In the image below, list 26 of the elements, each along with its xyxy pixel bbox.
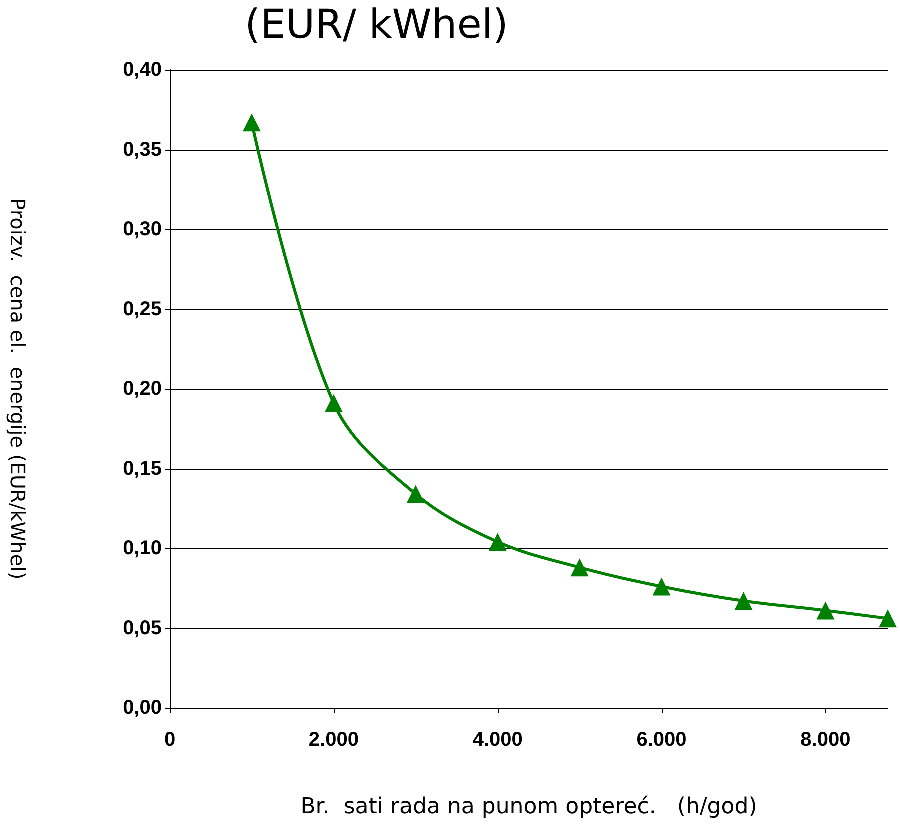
point: [734, 592, 753, 610]
y-axis-title: Proizv. cena el. energije (EUR/kWhel): [6, 198, 30, 580]
y-tick-label: 0,35: [123, 138, 162, 161]
point: [242, 114, 261, 132]
point: [570, 558, 589, 577]
x-axis-title: Br. sati rada na punom optereć. (h/god): [300, 794, 758, 820]
point: [488, 533, 507, 552]
point: [816, 602, 835, 620]
y-tick-label: 0,40: [123, 59, 162, 81]
x-tick-label: 8.000: [800, 729, 851, 751]
y-tick-label: 0,25: [123, 298, 162, 320]
point: [324, 394, 343, 412]
y-tick-label: 0,00: [123, 697, 162, 719]
x-tick-label: 0: [164, 729, 176, 751]
point: [879, 610, 897, 628]
y-tick-label: 0,10: [123, 538, 162, 560]
chart-title: (EUR/ kWhel): [245, 2, 509, 48]
y-tick-label: 0,05: [123, 617, 162, 640]
y-tick-label: 0,20: [123, 378, 162, 400]
y-tick-label: 0,15: [123, 458, 162, 480]
x-tick-label: 6.000: [636, 729, 687, 751]
x-tick-label: 4.000: [472, 729, 523, 751]
point: [652, 578, 671, 596]
point: [406, 485, 425, 504]
y-tick-label: 0,30: [123, 218, 162, 240]
x-tick-label: 2.000: [308, 729, 359, 751]
